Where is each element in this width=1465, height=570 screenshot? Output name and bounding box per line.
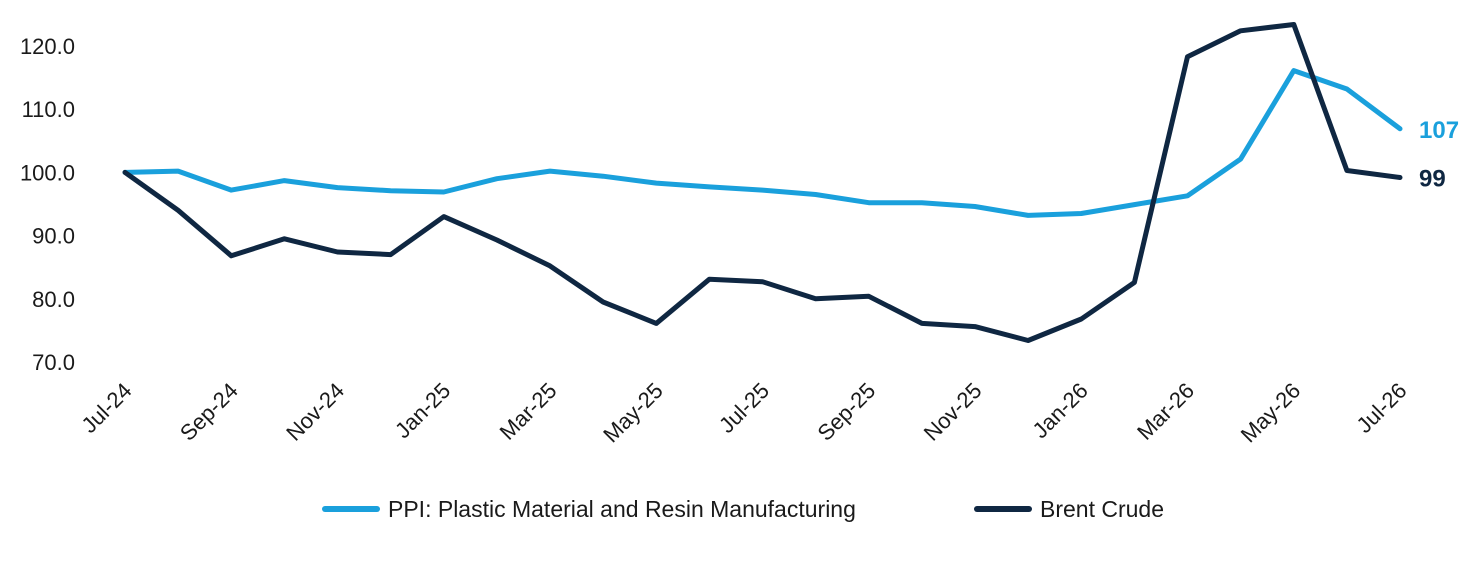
legend-item-ppi: PPI: Plastic Material and Resin Manufact… (322, 493, 856, 525)
end-label-ppi: 107 (1419, 117, 1459, 144)
legend-swatch-brent (974, 506, 1032, 512)
y-tick-label: 100.0 (20, 160, 75, 185)
series-line-ppi (122, 68, 1403, 218)
series-line-brent (122, 22, 1403, 343)
legend-label-ppi: PPI: Plastic Material and Resin Manufact… (388, 495, 856, 522)
x-axis: Jul-24 Sep-24 Nov-24 Jan-25 Mar-25 May-25 Jul-… (76, 378, 1411, 448)
legend: PPI: Plastic Material and Resin Manufact… (0, 493, 1465, 525)
x-tick-label: Jul-24 (76, 378, 136, 438)
legend-swatch-ppi (322, 506, 380, 512)
y-tick-label: 70.0 (32, 350, 75, 375)
x-tick-label: Sep-24 (175, 378, 243, 446)
y-axis: 120.0 110.0 100.0 90.0 80.0 70.0 (20, 34, 75, 375)
x-tick-label: Jul-25 (714, 378, 774, 438)
end-label-brent: 99 (1419, 165, 1446, 192)
x-tick-label: Jul-26 (1351, 378, 1411, 438)
end-labels: 107 99 (1419, 117, 1459, 193)
legend-item-brent: Brent Crude (974, 493, 1164, 525)
x-tick-label: Nov-24 (281, 378, 349, 446)
y-tick-label: 90.0 (32, 224, 75, 249)
x-tick-label: Jan-26 (1028, 378, 1093, 443)
series-lines (122, 22, 1403, 343)
line-chart: 120.0 110.0 100.0 90.0 80.0 70.0 Jul-24 Sep-24… (20, 22, 1459, 448)
x-tick-label: Sep-25 (812, 378, 880, 446)
x-tick-label: Nov-25 (919, 378, 987, 446)
legend-label-brent: Brent Crude (1040, 495, 1165, 522)
x-tick-label: May-26 (1236, 378, 1306, 448)
y-tick-label: 120.0 (20, 34, 75, 59)
x-tick-label: Jan-25 (390, 378, 455, 443)
y-tick-label: 80.0 (32, 287, 75, 312)
x-tick-label: May-25 (598, 378, 668, 448)
y-tick-label: 110.0 (22, 97, 75, 122)
x-tick-label: Mar-25 (495, 378, 562, 445)
x-tick-label: Mar-26 (1132, 378, 1199, 445)
